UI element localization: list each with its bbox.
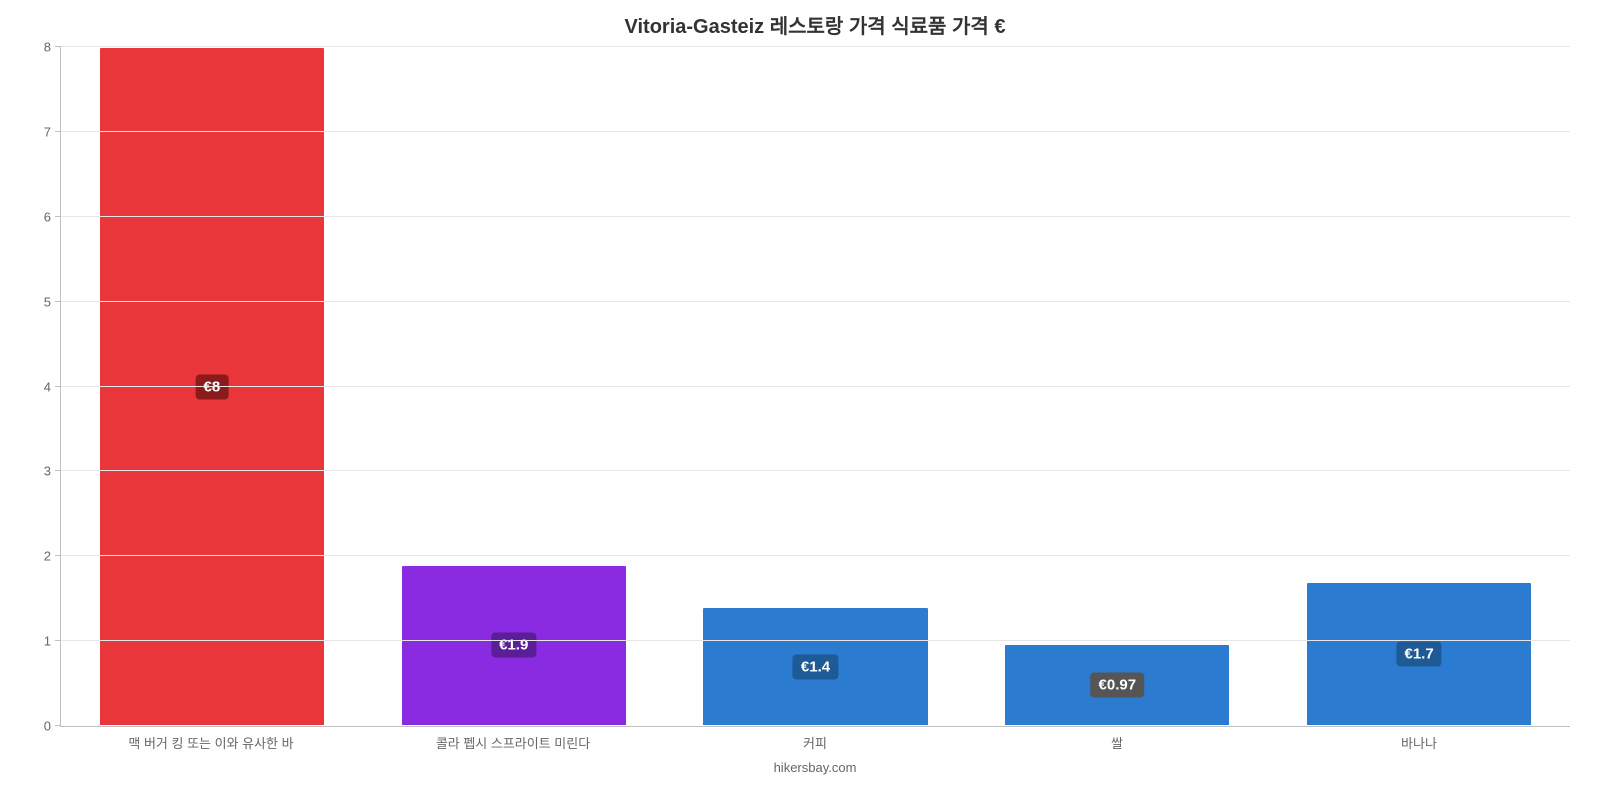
x-axis-labels: 맥 버거 킹 또는 이와 유사한 바콜라 펩시 스프라이트 미린다커피쌀바나나 xyxy=(60,733,1570,752)
y-tick-label: 6 xyxy=(44,209,61,224)
x-axis-label: 콜라 펩시 스프라이트 미린다 xyxy=(362,733,664,752)
bar: €1.9 xyxy=(401,565,627,726)
credit-text: hikersbay.com xyxy=(60,760,1570,775)
y-tick-label: 2 xyxy=(44,549,61,564)
bar-value-label: €1.4 xyxy=(793,654,838,679)
bar-value-label: €8 xyxy=(196,374,229,399)
x-axis-label: 쌀 xyxy=(966,733,1268,752)
grid-line xyxy=(61,640,1570,641)
x-axis-label: 바나나 xyxy=(1268,733,1570,752)
y-tick-label: 8 xyxy=(44,40,61,55)
bar-slot: €1.7 xyxy=(1268,47,1570,726)
y-tick-label: 1 xyxy=(44,634,61,649)
bars-row: €8 €1.9 €1.4 €0.97 €1.7 xyxy=(61,47,1570,726)
grid-line xyxy=(61,301,1570,302)
y-tick-label: 7 xyxy=(44,124,61,139)
bar: €1.7 xyxy=(1306,582,1532,726)
chart-title: Vitoria-Gasteiz 레스토랑 가격 식료품 가격 € xyxy=(60,10,1570,39)
grid-line xyxy=(61,470,1570,471)
bar-slot: €8 xyxy=(61,47,363,726)
bar: €8 xyxy=(99,47,325,726)
grid-line xyxy=(61,131,1570,132)
plot-area: €8€1.9€1.4€0.97€1.7 012345678 xyxy=(60,47,1570,727)
bar-value-label: €0.97 xyxy=(1091,672,1145,697)
bar-value-label: €1.7 xyxy=(1396,641,1441,666)
y-tick-label: 4 xyxy=(44,379,61,394)
bar: €0.97 xyxy=(1004,644,1230,726)
x-axis-label: 맥 버거 킹 또는 이와 유사한 바 xyxy=(60,733,362,752)
x-axis-label: 커피 xyxy=(664,733,966,752)
bar-slot: €0.97 xyxy=(966,47,1268,726)
chart-container: Vitoria-Gasteiz 레스토랑 가격 식료품 가격 € €8€1.9€… xyxy=(0,0,1600,800)
grid-line xyxy=(61,555,1570,556)
y-tick-label: 0 xyxy=(44,719,61,734)
bar-value-label: €1.9 xyxy=(491,633,536,658)
grid-line xyxy=(61,386,1570,387)
grid-line xyxy=(61,46,1570,47)
grid-line xyxy=(61,216,1570,217)
bar-slot: €1.9 xyxy=(363,47,665,726)
y-tick-label: 5 xyxy=(44,294,61,309)
bar: €1.4 xyxy=(702,607,928,726)
y-tick-label: 3 xyxy=(44,464,61,479)
bar-slot: €1.4 xyxy=(665,47,967,726)
